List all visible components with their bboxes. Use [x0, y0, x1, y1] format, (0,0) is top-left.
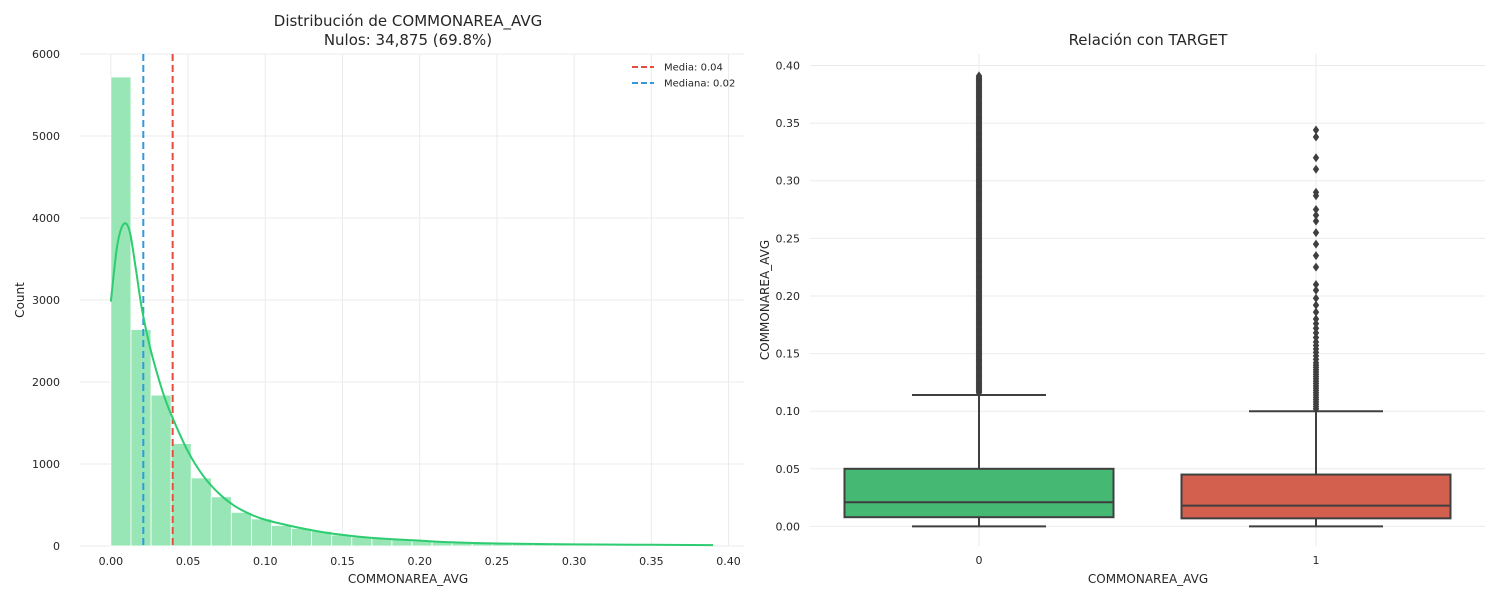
outlier-point: [1312, 205, 1320, 215]
outlier-point: [1312, 251, 1320, 261]
outlier-point: [975, 71, 983, 81]
histogram-bars: [110, 76, 714, 547]
outlier-point: [1312, 216, 1320, 226]
hist-x-tick-label: 0.30: [562, 555, 587, 568]
boxplot-marks: [843, 71, 1452, 528]
outlier-point: [1312, 228, 1320, 238]
hist-x-tick-label: 0.15: [330, 555, 355, 568]
histogram-bar: [110, 76, 132, 547]
hist-y-tick-label: 2000: [32, 376, 60, 389]
box-group-0: [843, 71, 1115, 528]
hist-x-tick-label: 0.10: [253, 555, 278, 568]
hist-x-tick-label: 0.20: [407, 555, 432, 568]
outlier-point: [1312, 210, 1320, 220]
box-y-tick-label: 0.20: [776, 290, 801, 303]
hist-y-tick-label: 3000: [32, 294, 60, 307]
outlier-point: [1312, 300, 1320, 310]
histogram-y-label: Count: [13, 282, 27, 318]
outlier-point: [1312, 279, 1320, 289]
histogram-bar: [291, 527, 313, 547]
legend-label: Mediana: 0.02: [664, 79, 735, 90]
outlier-point: [1312, 314, 1320, 324]
histogram-y-ticks: 0 1000 2000 3000 4000 5000 6000: [32, 48, 60, 553]
histogram-bar: [251, 518, 272, 547]
boxplot-x-label: COMMONAREA_AVG: [1088, 572, 1208, 586]
legend-label: Media: 0.04: [664, 63, 723, 74]
histogram-title-line2: Nulos: 34,875 (69.8%): [324, 31, 492, 49]
box-y-tick-label: 0.35: [776, 117, 801, 130]
histogram-bar: [150, 394, 172, 547]
hist-x-tick-label: 0.25: [485, 555, 510, 568]
box-y-tick-label: 0.15: [776, 348, 801, 361]
histogram-bar: [130, 329, 152, 547]
outlier-point: [1312, 307, 1320, 317]
box-y-tick-label: 0.10: [776, 405, 801, 418]
box-group-1: [1180, 125, 1452, 528]
kde-curve: [109, 222, 714, 547]
hist-y-tick-label: 4000: [32, 212, 60, 225]
box-x-tick-label: 0: [976, 554, 983, 567]
histogram-bar: [210, 496, 232, 547]
outlier-point: [1312, 262, 1320, 272]
boxplot-title: Relación con TARGET: [1069, 31, 1229, 49]
outlier-point: [1312, 187, 1320, 197]
histogram-bar: [230, 511, 252, 547]
histogram-chart: 0.00 0.05 0.10 0.15 0.20 0.25 0.30 0.35 0.40 0 10…: [13, 12, 744, 586]
histogram-legend: Media: 0.04 Mediana: 0.02: [632, 63, 735, 90]
box-y-tick-label: 0.05: [776, 463, 801, 476]
box-y-tick-label: 0.00: [776, 520, 801, 533]
outlier-point: [1312, 319, 1320, 329]
histogram-bar: [190, 477, 212, 547]
box-y-tick-label: 0.30: [776, 175, 801, 188]
histogram-title-line1: Distribución de COMMONAREA_AVG: [274, 12, 542, 31]
box-y-tick-label: 0.40: [776, 60, 801, 73]
box-y-tick-label: 0.25: [776, 232, 801, 245]
hist-y-tick-label: 1000: [32, 458, 60, 471]
iqr-box: [843, 467, 1115, 519]
histogram-x-label: COMMONAREA_AVG: [348, 572, 468, 586]
hist-x-tick-label: 0.35: [639, 555, 664, 568]
boxplot-y-label: COMMONAREA_AVG: [758, 240, 772, 360]
outlier-point: [1312, 239, 1320, 249]
outlier-point: [1312, 332, 1320, 342]
hist-y-tick-label: 6000: [32, 48, 60, 61]
outlier-point: [1312, 125, 1320, 135]
hist-y-tick-label: 0: [53, 540, 60, 553]
outlier-point: [1312, 323, 1320, 333]
outlier-point: [1312, 285, 1320, 295]
histogram-bar: [271, 525, 292, 547]
hist-x-tick-label: 0.00: [99, 555, 124, 568]
histogram-bar: [170, 443, 192, 547]
hist-x-tick-label: 0.40: [716, 555, 741, 568]
outlier-point: [1312, 328, 1320, 338]
box-x-tick-label: 1: [1313, 554, 1320, 567]
histogram-reference-lines: [142, 54, 174, 546]
outlier-point: [1312, 164, 1320, 174]
hist-y-tick-label: 5000: [32, 130, 60, 143]
outlier-point: [1312, 153, 1320, 163]
hist-x-tick-label: 0.05: [176, 555, 201, 568]
boxplot-y-ticks: 0.00 0.05 0.10 0.15 0.20 0.25 0.30 0.35 0.40: [776, 60, 801, 534]
iqr-box: [1180, 473, 1452, 520]
histogram-x-ticks: 0.00 0.05 0.10 0.15 0.20 0.25 0.30 0.35 0.40: [99, 555, 741, 568]
outlier-point: [1312, 293, 1320, 303]
outlier-point: [1312, 132, 1320, 142]
outlier-point: [1312, 337, 1320, 347]
